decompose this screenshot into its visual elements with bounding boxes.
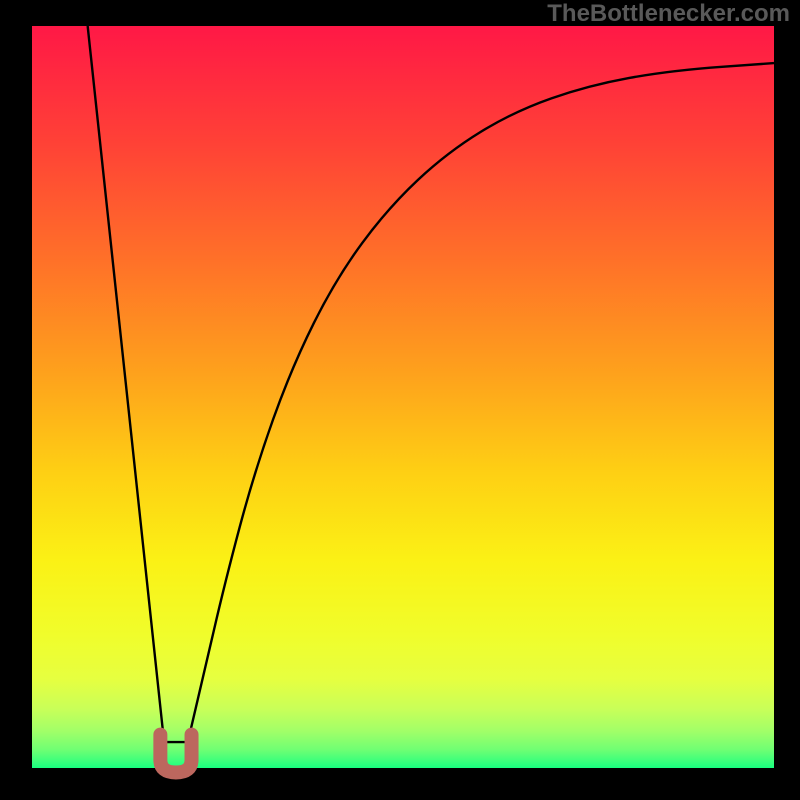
bottleneck-chart <box>0 0 800 800</box>
plot-area <box>32 26 774 768</box>
chart-stage: TheBottlenecker.com <box>0 0 800 800</box>
